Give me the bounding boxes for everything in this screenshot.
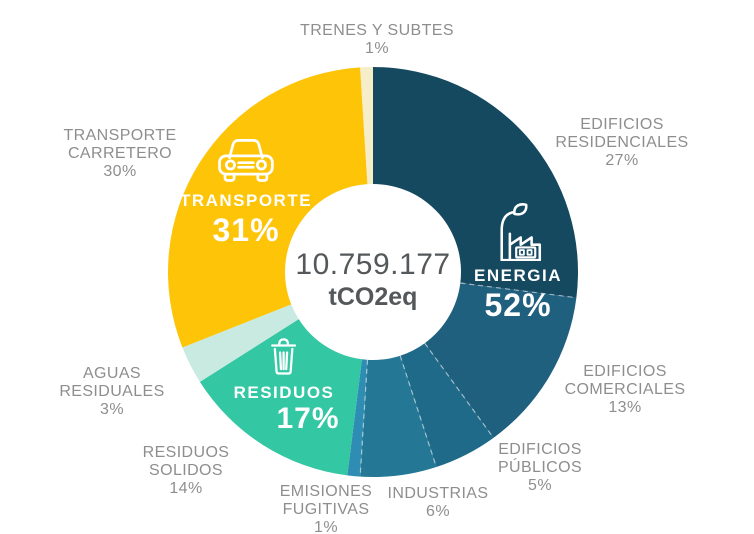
group-percentage: 17%	[276, 402, 340, 435]
pie-segment-aguas-residuales	[182, 304, 299, 382]
chart-center-total: 10.759.177 tCO2eq	[295, 249, 450, 311]
segment-separator-line	[460, 282, 577, 299]
group-label-transporte: TRANSPORTE 31%	[180, 134, 312, 246]
segment-label-edificios-residenciales: EDIFICIOS RESIDENCIALES 27%	[547, 116, 697, 170]
segment-label-transporte-carretero: TRANSPORTE CARRETERO 30%	[50, 127, 190, 181]
car-icon	[218, 139, 274, 182]
segment-percentage: 13%	[608, 399, 642, 416]
pie-segment-edificios-comerciales	[424, 283, 577, 438]
group-name: TRANSPORTE	[179, 191, 313, 210]
factory-leaf-icon	[500, 203, 542, 261]
segment-separator-line	[424, 342, 494, 439]
group-label-residuos: RESIDUOS 17%	[233, 334, 339, 434]
group-percentage: 31%	[212, 212, 280, 248]
segment-name: TRENES Y SUBTES	[300, 22, 454, 39]
segment-percentage: 1%	[365, 40, 389, 57]
segment-name: RESIDUOS SOLIDOS	[142, 444, 230, 479]
pie-segment-residuos-solidos	[199, 319, 362, 476]
group-label-energia: ENERGIA 52%	[474, 203, 562, 321]
segment-percentage: 3%	[100, 401, 124, 418]
segment-name: EDIFICIOS PÚBLICOS	[497, 441, 583, 476]
pie-segment-trenes-y-subtes	[360, 66, 373, 185]
trash-icon	[271, 338, 297, 375]
total-emissions-unit: tCO2eq	[328, 283, 418, 311]
segment-label-residuos-solidos: RESIDUOS SOLIDOS 14%	[126, 444, 246, 498]
segment-label-trenes-y-subtes: TRENES Y SUBTES 1%	[267, 22, 487, 58]
pie-segment-industrias	[360, 355, 437, 478]
segment-percentage: 1%	[314, 519, 338, 534]
segment-separator-line	[399, 355, 437, 468]
segment-percentage: 14%	[169, 480, 203, 497]
group-name: ENERGIA	[474, 266, 562, 285]
group-name: RESIDUOS	[233, 383, 335, 402]
segment-name: AGUAS RESIDUALES	[59, 365, 165, 400]
segment-percentage: 6%	[426, 503, 450, 520]
segment-label-industrias: INDUSTRIAS 6%	[368, 485, 508, 521]
segment-name: INDUSTRIAS	[387, 485, 489, 502]
segment-name: EDIFICIOS RESIDENCIALES	[555, 116, 689, 151]
pie-segment-edificios-p-blicos	[400, 343, 494, 467]
pie-segment-transporte-carretero	[168, 67, 368, 348]
segment-percentage: 27%	[605, 152, 639, 169]
segment-name: EMISIONES FUGITIVAS	[279, 483, 373, 518]
segment-percentage: 30%	[103, 163, 137, 180]
pie-segment-emisiones-fugitivas	[347, 359, 368, 477]
segment-separator-line	[359, 359, 369, 477]
group-percentage: 52%	[484, 287, 552, 323]
segment-label-edificios-publicos: EDIFICIOS PÚBLICOS 5%	[480, 441, 600, 495]
total-emissions-value: 10.759.177	[295, 248, 451, 281]
segment-percentage: 5%	[528, 477, 552, 494]
segment-label-aguas-residuales: AGUAS RESIDUALES 3%	[47, 365, 177, 419]
segment-name: EDIFICIOS COMERCIALES	[564, 363, 686, 398]
segment-label-edificios-comerciales: EDIFICIOS COMERCIALES 13%	[550, 363, 700, 417]
segment-name: TRANSPORTE CARRETERO	[63, 127, 177, 162]
segment-label-emisiones-fugitivas: EMISIONES FUGITIVAS 1%	[266, 483, 386, 534]
